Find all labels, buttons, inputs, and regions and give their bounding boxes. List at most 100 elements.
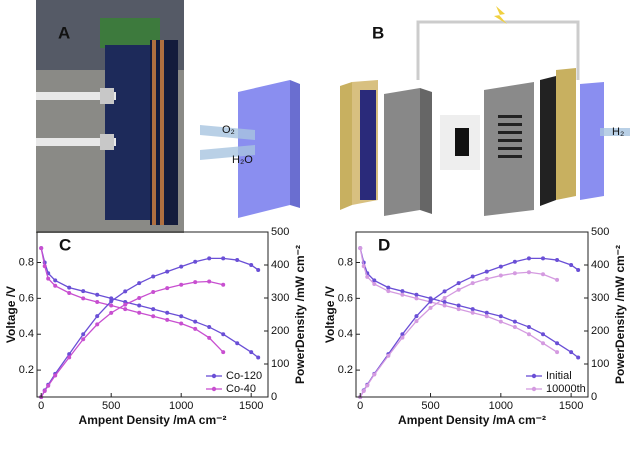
wire bbox=[416, 20, 580, 80]
marker bbox=[442, 299, 447, 304]
legend-marker bbox=[531, 373, 537, 379]
arrow bbox=[600, 128, 630, 136]
marker bbox=[386, 285, 391, 290]
marker bbox=[526, 256, 531, 261]
x-tick-label: 0 bbox=[38, 400, 44, 412]
marker bbox=[498, 314, 503, 319]
marker bbox=[151, 307, 156, 312]
y2-tick-label: 100 bbox=[271, 358, 289, 370]
panel-label: A bbox=[58, 23, 70, 42]
y-axis-title: Voltage /V bbox=[323, 286, 337, 343]
marker bbox=[193, 319, 198, 324]
y2-tick-label: 200 bbox=[271, 325, 289, 337]
marker bbox=[165, 286, 170, 291]
y2-tick-label: 400 bbox=[271, 259, 289, 271]
marker bbox=[207, 325, 212, 330]
fitting bbox=[100, 134, 114, 150]
y2-tick-label: 100 bbox=[591, 358, 609, 370]
marker bbox=[256, 355, 261, 360]
y2-tick-label: 500 bbox=[591, 226, 609, 238]
marker bbox=[53, 283, 58, 288]
line bbox=[40, 247, 259, 359]
marker bbox=[249, 350, 254, 355]
window-core bbox=[455, 128, 469, 156]
line bbox=[40, 248, 224, 353]
marker bbox=[67, 285, 72, 290]
marker bbox=[53, 373, 58, 378]
marker bbox=[95, 299, 100, 304]
grooves bbox=[498, 115, 522, 158]
marker bbox=[541, 341, 546, 346]
marker bbox=[109, 296, 114, 301]
y2-tick-label: 500 bbox=[271, 226, 289, 238]
panel-label: C bbox=[59, 235, 71, 254]
marker bbox=[123, 289, 128, 294]
marker bbox=[179, 282, 184, 287]
marker bbox=[53, 278, 58, 283]
marker bbox=[67, 355, 72, 360]
marker bbox=[498, 264, 503, 269]
marker bbox=[109, 303, 114, 308]
x-tick-label: 500 bbox=[421, 400, 439, 412]
end-plate-side bbox=[290, 80, 300, 208]
charts: 0.2 0.4 0.6 0.8 0 100 200 300 400 500 0 500 1000 1500… bbox=[4, 226, 627, 427]
legend-label: 10000th bbox=[546, 383, 586, 395]
line bbox=[359, 248, 558, 353]
y-tick-label: 0.4 bbox=[19, 328, 34, 340]
marker bbox=[541, 332, 546, 337]
marker bbox=[358, 246, 363, 251]
marker bbox=[541, 256, 546, 261]
line bbox=[359, 247, 579, 359]
marker bbox=[179, 264, 184, 269]
marker bbox=[555, 277, 560, 282]
x-tick-label: 1500 bbox=[239, 400, 263, 412]
plate-side bbox=[420, 88, 432, 214]
marker bbox=[207, 256, 212, 261]
marker bbox=[361, 264, 366, 269]
y-tick-label: 0.8 bbox=[19, 256, 34, 268]
marker bbox=[193, 280, 198, 285]
marker bbox=[541, 272, 546, 277]
marker bbox=[123, 302, 128, 307]
marker bbox=[484, 269, 489, 274]
marker bbox=[81, 332, 86, 337]
panel-label: D bbox=[378, 235, 390, 254]
marker bbox=[442, 303, 447, 308]
marker bbox=[484, 314, 489, 319]
marker bbox=[207, 335, 212, 340]
arrow bbox=[200, 125, 255, 140]
y2-tick-label: 0 bbox=[271, 391, 277, 403]
y2-tick-label: 300 bbox=[271, 292, 289, 304]
marker bbox=[249, 263, 254, 267]
marker bbox=[569, 263, 574, 267]
plot-frame bbox=[36, 231, 269, 398]
line bbox=[40, 280, 224, 398]
marker bbox=[81, 296, 86, 301]
marker bbox=[428, 296, 433, 301]
y-axis-title: Voltage /V bbox=[4, 286, 18, 343]
marker bbox=[428, 305, 433, 310]
marker bbox=[67, 290, 72, 295]
marker bbox=[400, 289, 405, 294]
marker bbox=[165, 317, 170, 322]
marker bbox=[235, 341, 240, 346]
marker bbox=[456, 303, 461, 308]
x-tick-label: 1000 bbox=[489, 400, 513, 412]
marker bbox=[400, 332, 405, 337]
diagram: O₂ H₂O H₂ B bbox=[200, 6, 630, 218]
marker bbox=[576, 355, 581, 360]
marker bbox=[498, 273, 503, 278]
y-tick-label: 0.2 bbox=[19, 364, 34, 376]
y2-axis-title: PowerDensity /mW cm⁻² bbox=[293, 245, 307, 384]
marker bbox=[95, 314, 100, 319]
y-tick-label: 0.6 bbox=[19, 292, 34, 304]
marker bbox=[372, 278, 377, 283]
marker bbox=[400, 335, 405, 340]
plate bbox=[152, 40, 156, 225]
h2o-label: H₂O bbox=[232, 154, 253, 166]
marker bbox=[526, 270, 531, 275]
plate bbox=[384, 88, 420, 216]
plate bbox=[160, 40, 164, 225]
marker bbox=[42, 264, 47, 269]
